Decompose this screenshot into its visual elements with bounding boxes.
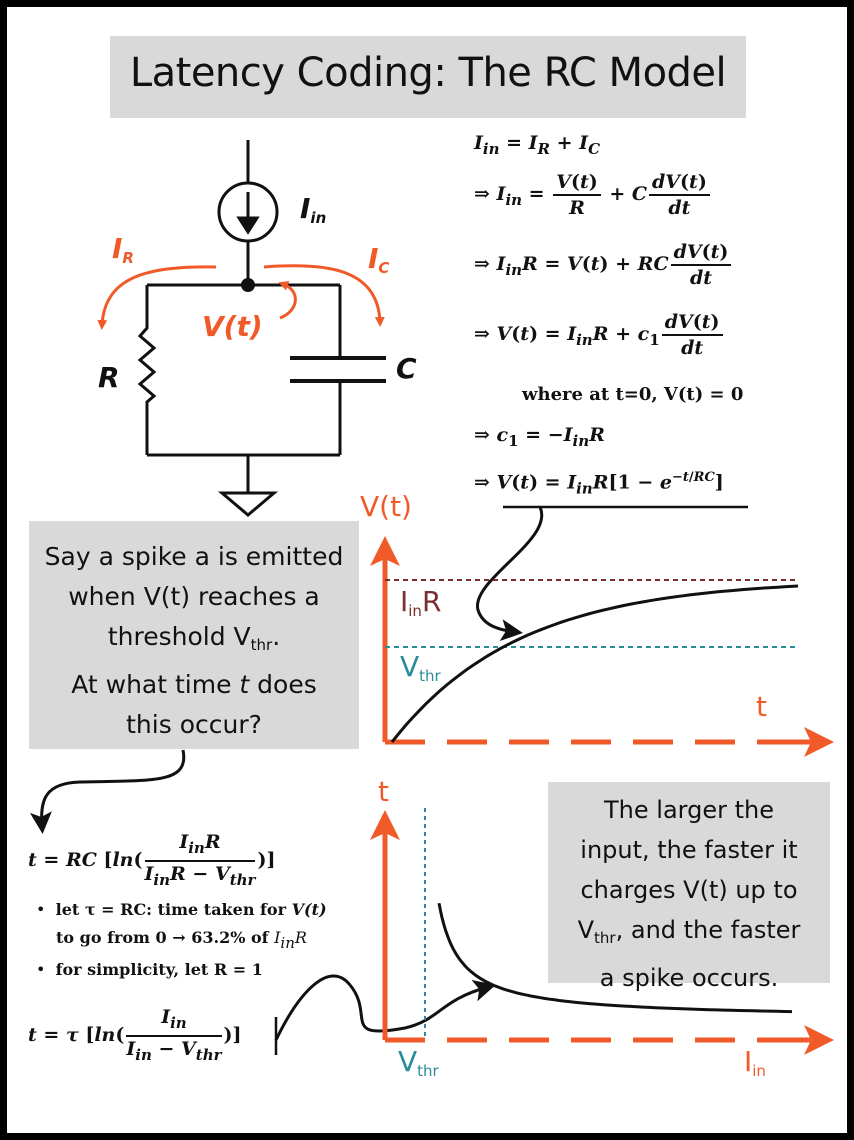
ic-arrow <box>263 264 385 327</box>
plot-bottom-x-label: Iin <box>744 1045 766 1080</box>
vthr-axis-label: Vthr <box>398 1045 439 1080</box>
charging-curve <box>390 584 799 743</box>
label-r: R <box>98 361 120 394</box>
eq-to-curve-arrow <box>476 506 544 642</box>
bullet-1-cont: to go from 0 → 63.2% of IinR <box>56 928 307 952</box>
label-v-t: V(t) <box>202 310 263 343</box>
title-box: Latency Coding: The RC Model <box>110 36 746 118</box>
equation-4: ⇒ V(t) = IinR + c1 dV(t) dt <box>474 310 725 360</box>
equation-6: ⇒ V(t) = IinR[1 − e−t/RC] <box>474 470 724 498</box>
latency-formula: t = RC [ln(IinR IinR − Vthr)] <box>28 831 276 889</box>
ir-arrow <box>97 265 217 330</box>
answer-to-plot-arrow <box>274 974 496 1041</box>
label-i-in: Iin <box>300 192 327 227</box>
equation-5: ⇒ c1 = −IinR <box>474 424 605 450</box>
threshold-label: Vthr <box>400 650 441 685</box>
question-box: Say a spike a is emitted when V(t) reach… <box>29 521 359 749</box>
question-to-answer-arrow <box>29 749 186 834</box>
page-title: Latency Coding: The RC Model <box>129 50 727 96</box>
latency-formula-simplified: t = τ [ln(Iin Iin − Vthr)] <box>28 1006 242 1064</box>
bullet-2: • for simplicity, let R = 1 <box>36 960 263 979</box>
asymptote-label: IinR <box>400 585 442 620</box>
label-i-c: IC <box>368 242 390 277</box>
plot-top-y-label: V(t) <box>360 490 412 523</box>
label-c: C <box>396 352 417 385</box>
explanation-text: The larger the input, the faster it char… <box>577 796 801 992</box>
equation-1: Iin = IR + IC <box>474 132 601 158</box>
plot-bottom <box>370 808 834 1055</box>
initial-condition: where at t=0, V(t) = 0 <box>522 384 744 405</box>
vt-arrow <box>278 280 297 320</box>
ground-icon <box>217 491 279 517</box>
node-dot <box>241 278 255 292</box>
plot-top-x-label: t <box>756 690 767 723</box>
explanation-box: The larger the input, the faster it char… <box>548 782 830 992</box>
question-text: Say a spike a is emitted when V(t) reach… <box>44 542 344 739</box>
plot-top <box>370 536 834 757</box>
plot-bottom-y-label: t <box>378 775 389 808</box>
resistor-icon <box>137 285 157 455</box>
latency-curve <box>437 902 793 1014</box>
label-i-r: IR <box>112 232 134 267</box>
bullet-1: • let τ = RC: time taken for V(t) <box>36 900 327 919</box>
equation-3: ⇒ IinR = V(t) + RC dV(t) dt <box>474 240 733 290</box>
rc-circuit <box>137 140 386 517</box>
source-arrow-head <box>236 216 260 235</box>
